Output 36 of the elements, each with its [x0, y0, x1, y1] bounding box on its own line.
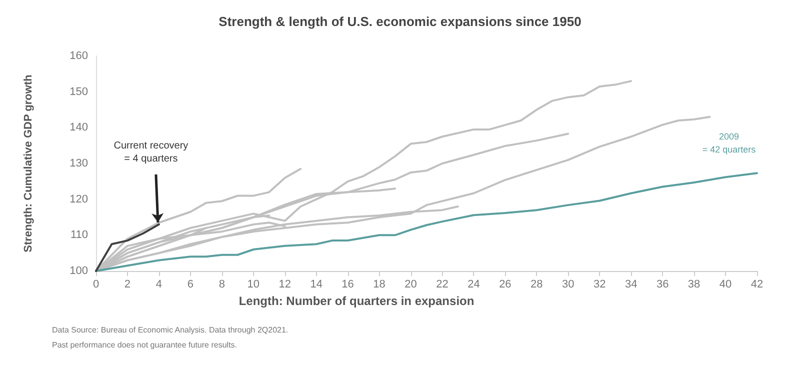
- x-tick-label: 42: [750, 278, 764, 290]
- x-axis-title: Length: Number of quarters in expansion: [238, 294, 474, 308]
- x-tick-label: 28: [530, 278, 543, 290]
- x-tick-label: 32: [593, 278, 606, 290]
- y-tick-label: 100: [70, 265, 88, 277]
- y-axis-title: Strength: Cumulative GDP growth: [22, 74, 34, 252]
- y-tick-label: 110: [70, 229, 88, 242]
- x-tick-label: 26: [499, 278, 512, 290]
- annotation: Current recovery = 4 quarters: [114, 140, 188, 164]
- x-tick-label: 34: [624, 278, 638, 290]
- x-tick-label: 16: [342, 278, 354, 290]
- x-tick-label: 10: [247, 278, 260, 290]
- x-tick-label: 22: [436, 278, 448, 290]
- y-tick-label: 150: [70, 86, 88, 98]
- annotation: 2009 = 42 quarters: [702, 132, 756, 155]
- chart-title: Strength & length of U.S. economic expansions since 1950: [218, 14, 582, 29]
- x-tick-label: 0: [92, 278, 100, 290]
- x-tick-label: 30: [562, 278, 574, 290]
- x-tick-label: 2: [124, 278, 131, 290]
- x-tick-label: 4: [156, 278, 162, 290]
- x-tick-label: 24: [468, 278, 480, 290]
- x-tick-label: 8: [218, 278, 225, 290]
- x-tick-label: 6: [187, 278, 194, 290]
- x-tick-label: 12: [278, 278, 291, 290]
- x-tick-label: 18: [373, 278, 386, 290]
- y-tick-label: 120: [70, 193, 88, 206]
- y-tick-label: 160: [70, 50, 88, 62]
- x-tick-label: 40: [719, 278, 732, 290]
- x-tick-label: 14: [310, 278, 322, 290]
- y-tick-label: 140: [70, 122, 88, 134]
- x-tick-label: 38: [688, 278, 700, 290]
- text: Past performance does not guarantee future results.: [52, 340, 237, 350]
- y-tick-label: 130: [70, 158, 88, 170]
- source-note: Data Source: Bureau of Economic Analysis. Data through 2Q2021.: [52, 326, 288, 334]
- x-tick-label: 20: [404, 278, 417, 290]
- x-tick-label: 36: [656, 278, 669, 290]
